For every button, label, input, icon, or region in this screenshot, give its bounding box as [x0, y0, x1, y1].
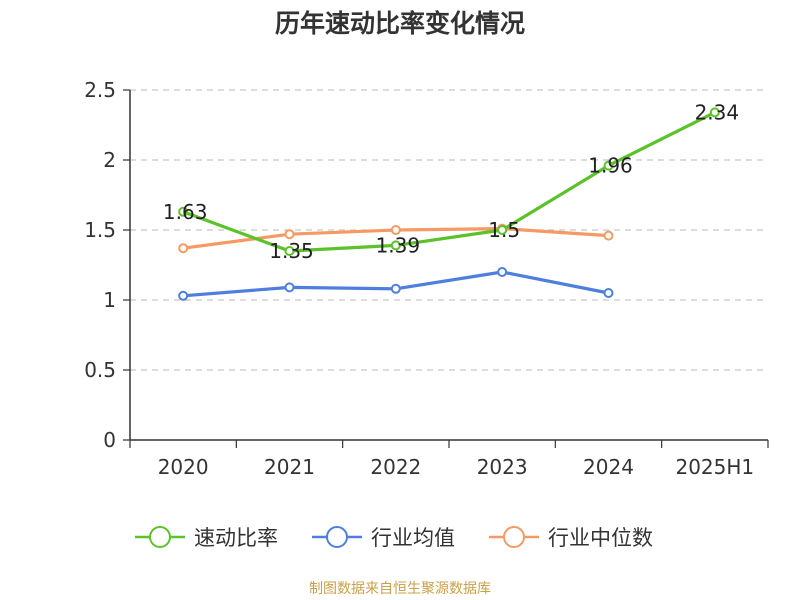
data-point	[709, 107, 720, 118]
legend-label: 速动比率	[194, 526, 278, 550]
legend-marker	[149, 526, 171, 548]
y-tick-label: 2.5	[84, 78, 116, 102]
x-tick-label: 2022	[370, 455, 421, 479]
data-point	[390, 240, 401, 251]
data-point	[497, 225, 508, 235]
y-tick-label: 1	[103, 288, 116, 312]
x-tick-label: 2025H1	[675, 455, 754, 479]
x-tick-label: 2024	[583, 455, 634, 479]
data-label: 1.63	[163, 200, 208, 224]
data-label: 1.35	[269, 239, 314, 263]
data-point	[390, 225, 401, 235]
y-tick-label: 0.5	[84, 358, 116, 382]
data-point	[497, 267, 508, 277]
source-note: 制图数据来自恒生聚源数据库	[309, 581, 491, 597]
chart-title: 历年速动比率变化情况	[274, 9, 525, 38]
legend-marker	[503, 526, 525, 548]
data-point	[284, 282, 295, 293]
data-label: 1.5	[488, 218, 520, 242]
data-point	[284, 246, 295, 256]
data-point	[603, 230, 614, 241]
y-tick-label: 2	[103, 148, 116, 172]
x-tick-label: 2021	[264, 455, 315, 479]
y-tick-label: 1.5	[84, 218, 116, 242]
x-tick-label: 2023	[477, 455, 528, 479]
data-point	[284, 229, 295, 240]
data-label: 1.39	[376, 233, 421, 257]
x-tick-label: 2020	[158, 455, 209, 479]
data-label: 2.34	[695, 100, 740, 124]
data-label: 1.96	[588, 154, 633, 178]
data-point	[178, 243, 189, 254]
data-point	[178, 206, 189, 217]
legend-label: 行业中位数	[548, 526, 653, 550]
series-line	[181, 110, 717, 253]
data-point	[603, 288, 614, 298]
data-point	[178, 290, 189, 301]
legend-label: 行业均值	[371, 526, 455, 550]
legend-marker	[326, 526, 348, 548]
data-point	[390, 283, 401, 294]
data-point	[603, 160, 614, 171]
y-tick-label: 0	[103, 428, 116, 452]
